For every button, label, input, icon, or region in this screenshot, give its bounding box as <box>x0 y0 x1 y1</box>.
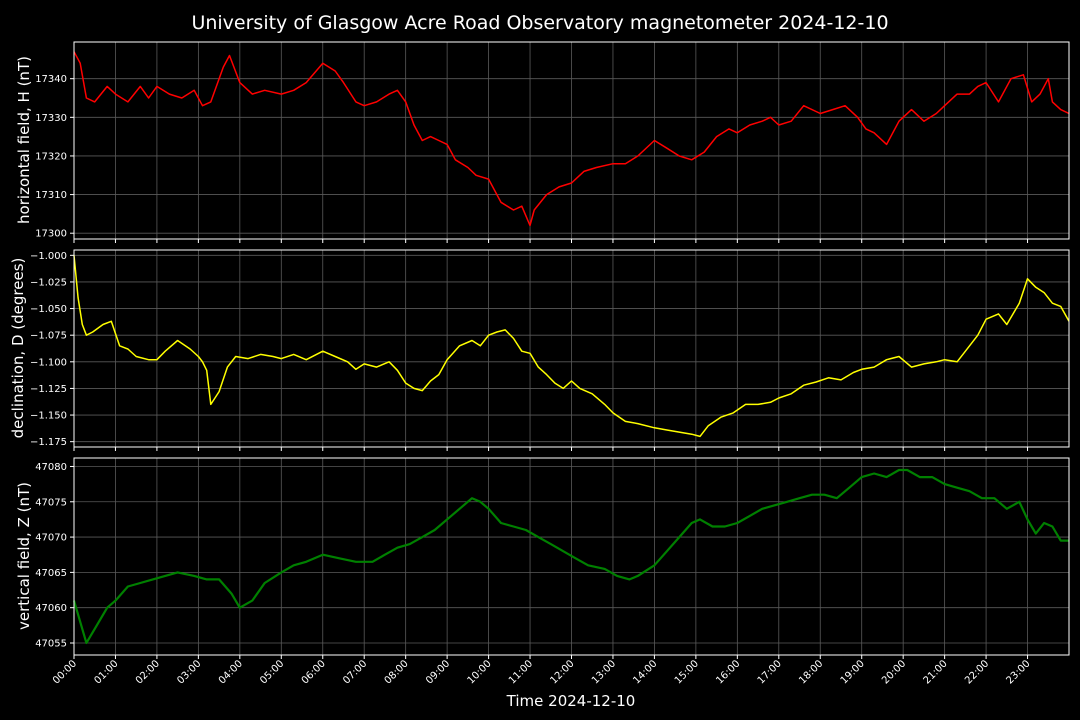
x-tick-label: 01:00 <box>92 658 120 686</box>
x-tick-label: 12:00 <box>548 658 576 686</box>
series-line-d <box>73 255 1070 438</box>
x-tick-label: 07:00 <box>341 658 369 686</box>
x-tick-label: 11:00 <box>507 658 535 686</box>
x-tick-label: 18:00 <box>797 658 825 686</box>
y-tick-label: −1.175 <box>30 437 67 448</box>
x-tick-label: 17:00 <box>756 658 784 686</box>
y-tick-label: −1.150 <box>30 411 67 422</box>
chart-title: University of Glasgow Acre Road Observat… <box>191 12 888 34</box>
x-tick-label: 09:00 <box>424 658 452 686</box>
x-tick-label: 15:00 <box>673 658 701 686</box>
x-tick-label: 21:00 <box>922 658 950 686</box>
x-tick-label: 22:00 <box>963 658 991 686</box>
panel-frame <box>73 249 1070 448</box>
x-axis-ticks: 00:00 01:00 02:00 03:00 04:00 05:00 06:00 07:00… <box>51 658 1033 686</box>
y-tick-label: 47080 <box>35 462 67 473</box>
y-tick-label: −1.025 <box>30 277 67 288</box>
y-tick-label: 47055 <box>35 638 67 649</box>
y-tick-label: 47075 <box>35 497 67 508</box>
y-tick-label: 17300 <box>35 229 67 240</box>
y-tick-label: −1.000 <box>30 251 67 262</box>
x-tick-label: 23:00 <box>1005 658 1033 686</box>
x-tick-label: 08:00 <box>383 658 411 686</box>
x-tick-label: 06:00 <box>300 658 328 686</box>
x-tick-label: 02:00 <box>134 658 162 686</box>
y-tick-label: −1.075 <box>30 331 67 342</box>
y-tick-label: −1.050 <box>30 304 67 315</box>
panel-declination: −1.175 −1.150 −1.125 −1.100 −1.075 −1.050 −1.0… <box>30 249 1070 451</box>
x-tick-label: 00:00 <box>51 658 79 686</box>
y-axis-label-z: vertical field, Z (nT) <box>15 482 33 630</box>
y-tick-label: 47070 <box>35 533 67 544</box>
y-axis-label-h: horizontal field, H (nT) <box>15 56 33 224</box>
panel-horizontal-field: 17300 17310 17320 17330 17340 <box>35 41 1070 243</box>
y-tick-label: 17340 <box>35 74 67 85</box>
panel-vertical-field: 47055 47060 47065 47070 47075 47080 <box>35 457 1070 659</box>
y-tick-label: −1.100 <box>30 357 67 368</box>
x-tick-label: 10:00 <box>466 658 494 686</box>
y-tick-label: 47060 <box>35 603 67 614</box>
x-axis-label: Time 2024-12-10 <box>506 692 636 710</box>
x-tick-label: 13:00 <box>590 658 618 686</box>
series-line-z <box>72 468 1069 645</box>
x-tick-label: 19:00 <box>839 658 867 686</box>
x-tick-label: 05:00 <box>258 658 286 686</box>
x-tick-label: 20:00 <box>880 658 908 686</box>
panel-frame <box>73 41 1070 240</box>
y-axis-label-d: declination, D (degrees) <box>9 258 27 439</box>
x-tick-label: 14:00 <box>631 658 659 686</box>
y-tick-label: 17310 <box>35 190 67 201</box>
panel-frame <box>73 457 1070 656</box>
x-tick-label: 16:00 <box>714 658 742 686</box>
y-tick-label: 17330 <box>35 113 67 124</box>
x-tick-label: 04:00 <box>217 658 245 686</box>
x-tick-label: 03:00 <box>175 658 203 686</box>
series-line-h <box>73 51 1070 227</box>
y-tick-label: −1.125 <box>30 384 67 395</box>
y-tick-label: 17320 <box>35 151 67 162</box>
y-tick-label: 47065 <box>35 568 67 579</box>
